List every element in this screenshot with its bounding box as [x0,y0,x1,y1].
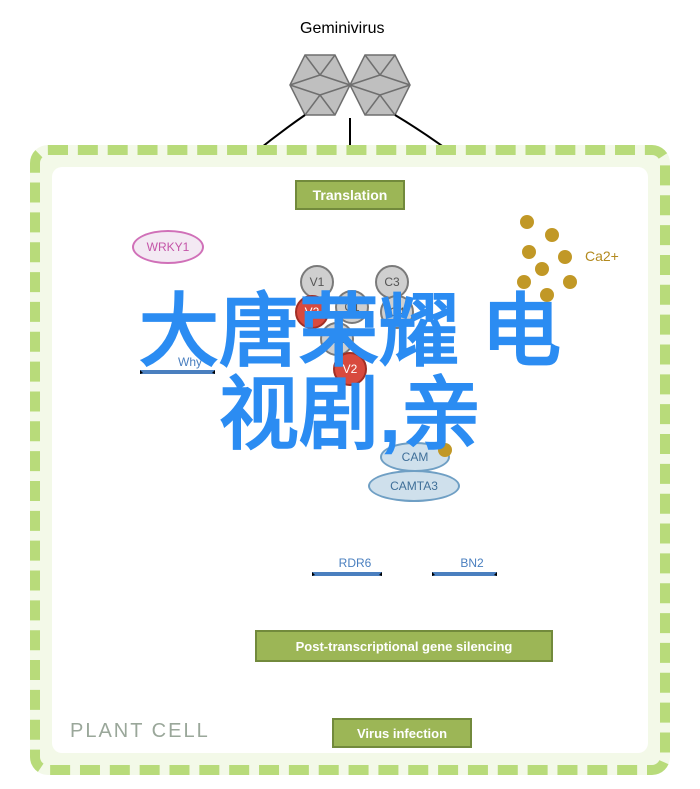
gene-line-rdr6 [312,572,382,576]
ca-dot [522,245,536,259]
geminivirus-label: Geminivirus [300,20,384,38]
camta3-node: CAMTA3 [368,470,460,502]
overlay-line2: 视剧,亲 [0,373,700,456]
ca-dot [558,250,572,264]
plant-cell-label: PLANT CELL [70,720,210,743]
gene-label-bn2: BN2 [452,556,492,570]
translation-box: Translation [295,180,405,210]
geminivirus-shape [290,55,410,115]
ca-dot [520,215,534,229]
overlay-text: 大唐荣耀 电 视剧,亲 [0,290,700,456]
ca-dot [545,228,559,242]
virus-infection-box: Virus infection [332,718,472,748]
ptgs-box: Post-transcriptional gene silencing [255,630,553,662]
ca-dot [535,262,549,276]
wrky1-node: WRKY1 [132,230,204,264]
ca2-label: Ca2+ [585,248,619,264]
gene-line-bn2 [432,572,497,576]
ca-dot [563,275,577,289]
gene-label-rdr6: RDR6 [330,556,380,570]
overlay-line1: 大唐荣耀 电 [0,290,700,373]
plant-cell-border [30,145,670,775]
